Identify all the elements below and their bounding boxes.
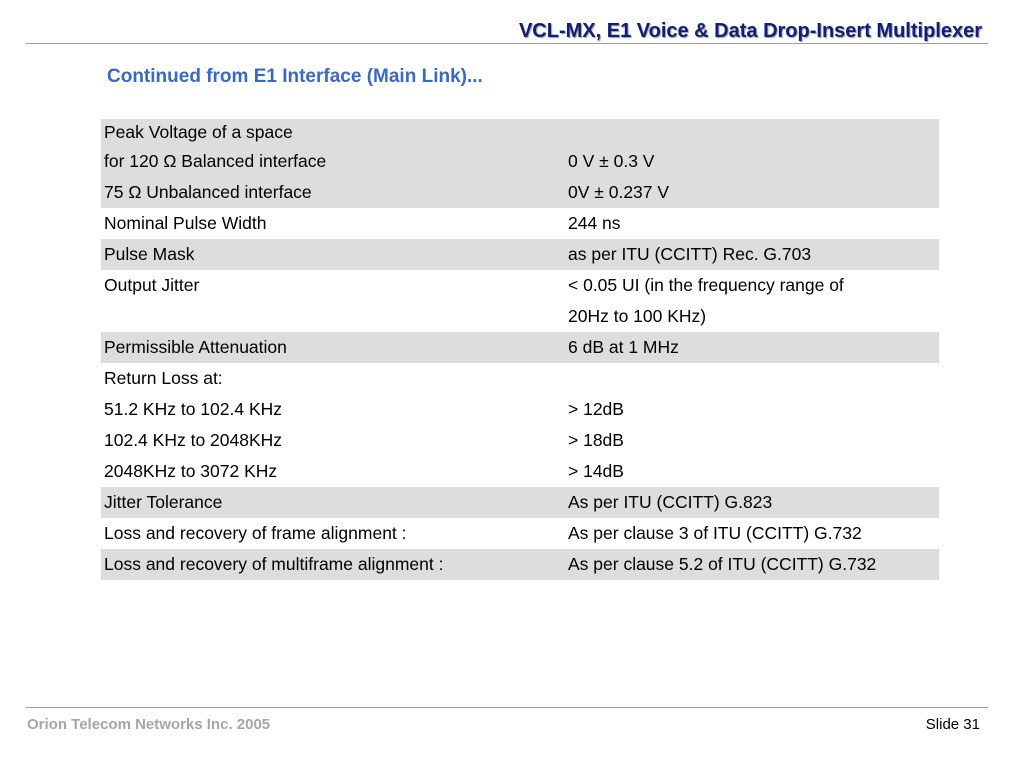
- spec-label-cell: Output Jitter: [101, 270, 565, 332]
- slide-header-title: VCL-MX, E1 Voice & Data Drop-Insert Mult…: [518, 20, 982, 42]
- spec-value: as per ITU (CCITT) Rec. G.703: [568, 244, 812, 264]
- spec-value-cell: As per ITU (CCITT) G.823: [565, 487, 939, 518]
- spec-value: [568, 363, 939, 394]
- spec-label: Permissible Attenuation: [104, 337, 287, 357]
- spec-row: Permissible Attenuation 6 dB at 1 MHz: [101, 332, 939, 363]
- spec-label: 75 Ω Unbalanced interface: [104, 182, 312, 202]
- spec-value-cell: As per clause 5.2 of ITU (CCITT) G.732: [565, 549, 939, 580]
- spec-value-cell: 6 dB at 1 MHz: [565, 332, 939, 363]
- spec-row: Peak Voltage of a space for 120 Ω Balance…: [101, 119, 939, 208]
- spec-value: 0 V ± 0.3 V: [568, 151, 655, 171]
- header-divider: [26, 43, 988, 44]
- spec-label: for 120 Ω Balanced interface: [104, 151, 327, 171]
- spec-value: > 12dB: [568, 399, 624, 419]
- spec-label: Loss and recovery of frame alignment :: [104, 523, 407, 543]
- spec-label: [104, 301, 565, 332]
- spec-value: As per clause 3 of ITU (CCITT) G.732: [568, 523, 862, 543]
- spec-label-cell: Nominal Pulse Width: [101, 208, 565, 239]
- footer-divider: [26, 707, 988, 708]
- spec-value: As per ITU (CCITT) G.823: [568, 492, 773, 512]
- spec-label: Output Jitter: [104, 275, 200, 295]
- spec-label: Jitter Tolerance: [104, 492, 223, 512]
- spec-label-cell: Permissible Attenuation: [101, 332, 565, 363]
- spec-label: Nominal Pulse Width: [104, 213, 267, 233]
- spec-value-cell: < 0.05 UI (in the frequency range of 20Hz…: [565, 270, 939, 332]
- spec-label-cell: Loss and recovery of frame alignment :: [101, 518, 565, 549]
- slide-subtitle: Continued from E1 Interface (Main Link).…: [107, 66, 483, 87]
- spec-row: Loss and recovery of frame alignment : As…: [101, 518, 939, 549]
- spec-value: 0V ± 0.237 V: [568, 182, 670, 202]
- spec-label: Loss and recovery of multiframe alignmen…: [104, 554, 444, 574]
- spec-value-cell: As per clause 3 of ITU (CCITT) G.732: [565, 518, 939, 549]
- spec-label: 51.2 KHz to 102.4 KHz: [104, 399, 283, 419]
- spec-value: > 18dB: [568, 430, 624, 450]
- spec-label-cell: Pulse Mask: [101, 239, 565, 270]
- spec-value: 20Hz to 100 KHz): [568, 306, 707, 326]
- spec-value-cell: 0 V ± 0.3 V 0V ± 0.237 V: [565, 119, 939, 208]
- spec-value: 6 dB at 1 MHz: [568, 337, 679, 357]
- spec-row: Return Loss at: 51.2 KHz to 102.4 KHz 102.…: [101, 363, 939, 487]
- spec-row: Jitter Tolerance As per ITU (CCITT) G.823: [101, 487, 939, 518]
- spec-label: 102.4 KHz to 2048KHz: [104, 430, 283, 450]
- spec-label: 2048KHz to 3072 KHz: [104, 461, 278, 481]
- spec-value: > 14dB: [568, 461, 624, 481]
- spec-value: [568, 119, 939, 146]
- spec-label-cell: Return Loss at: 51.2 KHz to 102.4 KHz 102.…: [101, 363, 565, 487]
- spec-label-cell: Loss and recovery of multiframe alignmen…: [101, 549, 565, 580]
- spec-value: 244 ns: [568, 213, 621, 233]
- spec-label-cell: Jitter Tolerance: [101, 487, 565, 518]
- spec-value-cell: 244 ns: [565, 208, 939, 239]
- spec-row: Loss and recovery of multiframe alignmen…: [101, 549, 939, 580]
- spec-value: As per clause 5.2 of ITU (CCITT) G.732: [568, 554, 877, 574]
- spec-value-cell: as per ITU (CCITT) Rec. G.703: [565, 239, 939, 270]
- spec-value-cell: > 12dB > 18dB > 14dB: [565, 363, 939, 487]
- footer-company: Orion Telecom Networks Inc. 2005: [27, 716, 271, 733]
- spec-table: Peak Voltage of a space for 120 Ω Balance…: [101, 119, 939, 580]
- spec-label: Peak Voltage of a space: [104, 122, 293, 142]
- spec-row: Pulse Mask as per ITU (CCITT) Rec. G.703: [101, 239, 939, 270]
- spec-label: Pulse Mask: [104, 244, 195, 264]
- spec-row: Nominal Pulse Width 244 ns: [101, 208, 939, 239]
- spec-value: < 0.05 UI (in the frequency range of: [568, 275, 844, 295]
- spec-row: Output Jitter < 0.05 UI (in the frequency…: [101, 270, 939, 332]
- spec-label: Return Loss at:: [104, 368, 223, 388]
- footer-slide-number: Slide 31: [925, 716, 980, 733]
- spec-label-cell: Peak Voltage of a space for 120 Ω Balance…: [101, 119, 565, 208]
